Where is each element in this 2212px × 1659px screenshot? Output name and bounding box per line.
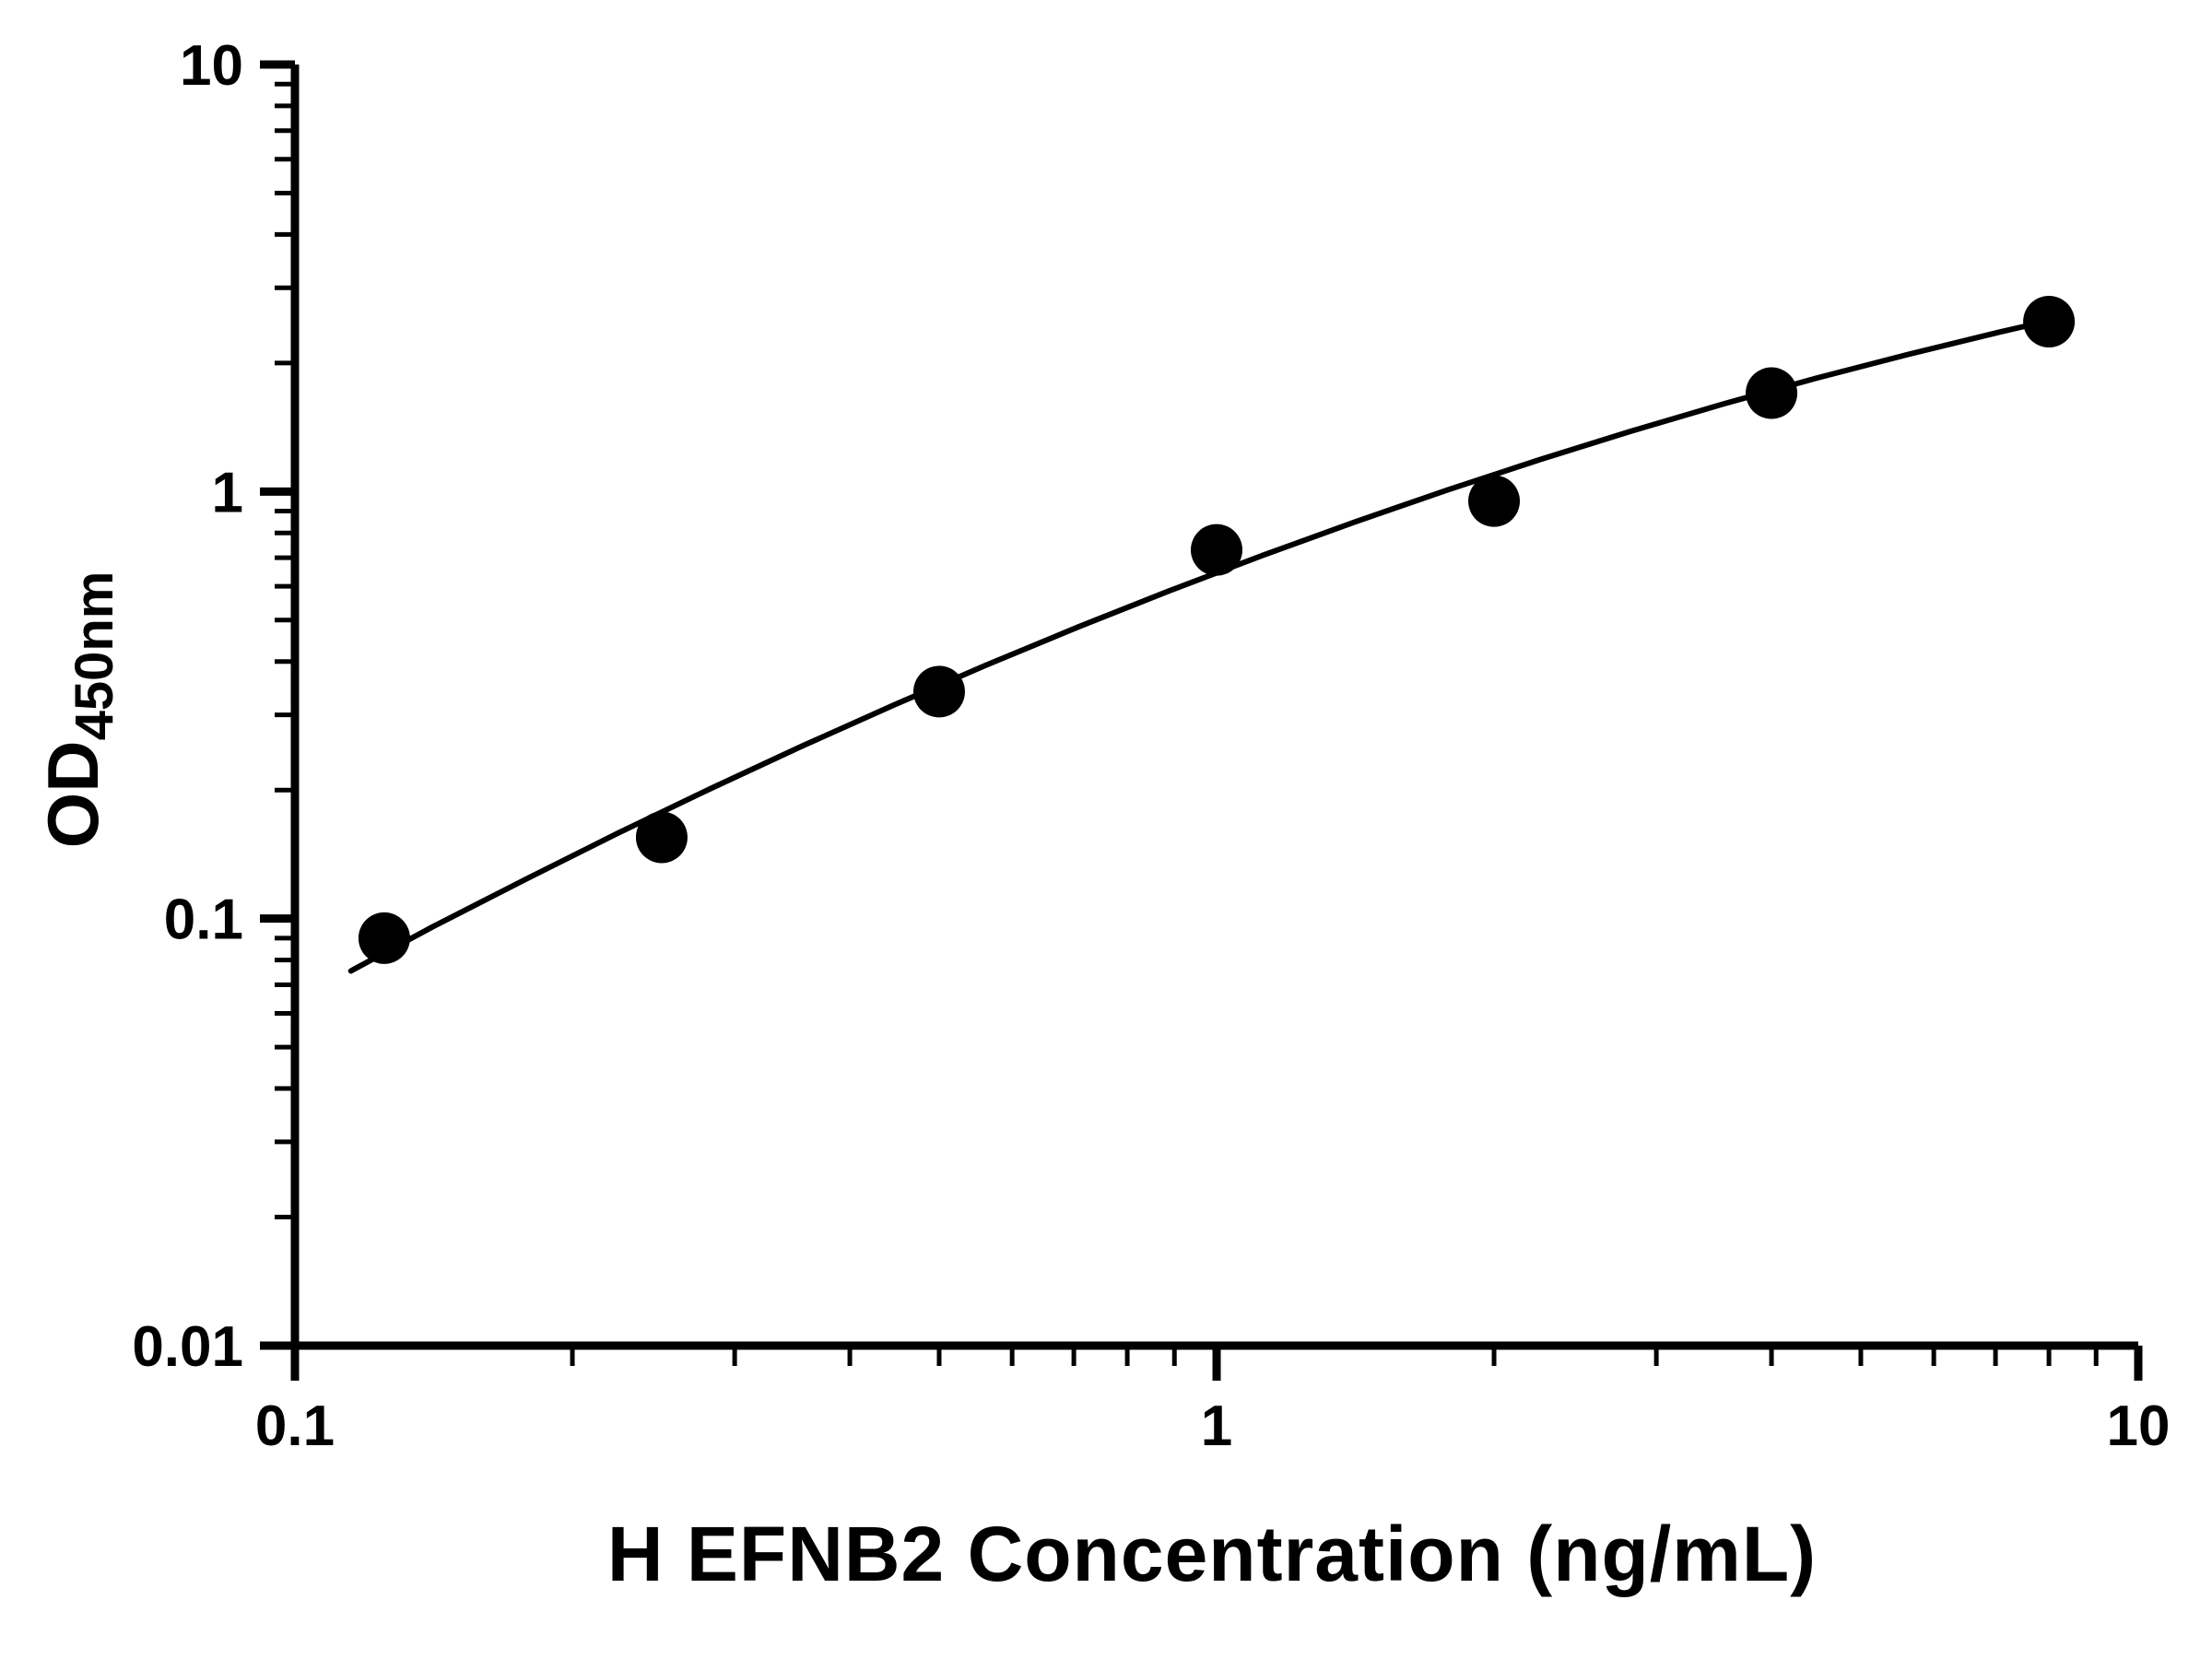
y-axis-title: OD450nm xyxy=(31,571,125,849)
x-tick-label: 10 xyxy=(2107,1394,2171,1458)
data-point xyxy=(1191,524,1242,576)
y-axis-title-main: OD xyxy=(32,740,113,849)
y-axis-title-subscript: 450nm xyxy=(65,571,124,741)
data-point xyxy=(912,665,965,718)
x-tick-label: 0.1 xyxy=(255,1394,335,1458)
y-tick-label: 10 xyxy=(180,34,243,98)
y-tick-label: 0.1 xyxy=(164,888,243,952)
x-axis-title: H EFNB2 Concentration (ng/mL) xyxy=(606,1511,1818,1597)
data-point xyxy=(1746,367,1798,419)
y-tick-label: 0.01 xyxy=(132,1315,243,1379)
data-point xyxy=(358,912,410,964)
data-point xyxy=(1468,475,1521,527)
fitted-curve xyxy=(347,318,2053,974)
x-tick-label: 1 xyxy=(1201,1394,1232,1458)
data-point xyxy=(2023,295,2076,347)
y-tick-label: 1 xyxy=(212,461,243,524)
data-point xyxy=(635,811,688,864)
